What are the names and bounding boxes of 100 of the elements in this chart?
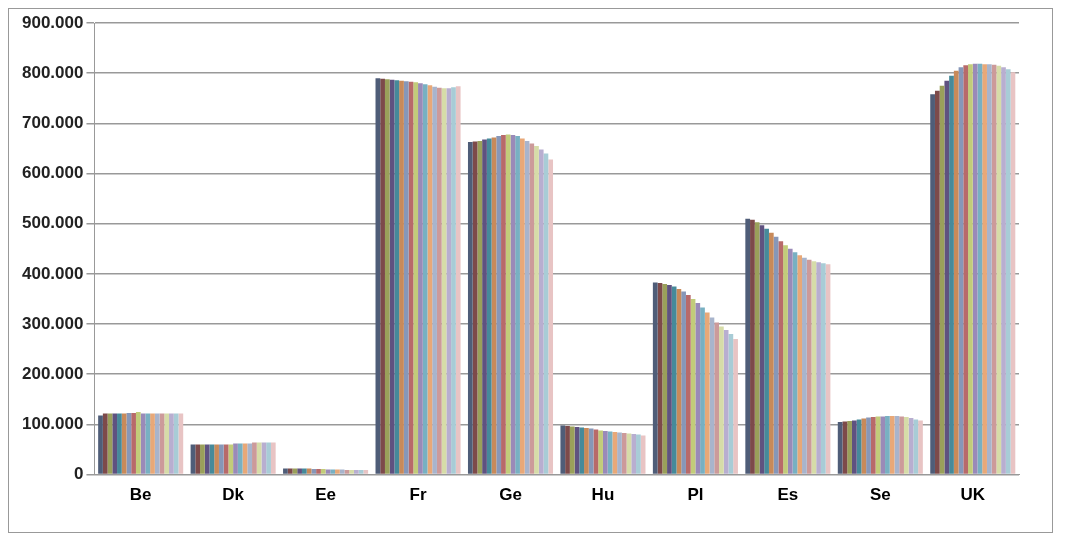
- y-tick-label: 900.000: [22, 12, 84, 32]
- bar: [579, 427, 585, 474]
- bar: [787, 248, 793, 474]
- bar: [548, 159, 554, 474]
- bar: [662, 283, 668, 474]
- bar: [569, 426, 575, 474]
- bar: [934, 90, 940, 474]
- bar: [486, 138, 492, 474]
- bar: [403, 81, 409, 474]
- bar: [851, 420, 857, 474]
- bar: [861, 418, 867, 474]
- bar: [145, 413, 151, 474]
- bar: [764, 228, 769, 474]
- bar: [311, 469, 317, 474]
- bar: [252, 442, 257, 474]
- bar: [228, 444, 234, 474]
- bar: [588, 428, 594, 474]
- y-tick-label: 200.000: [22, 363, 84, 383]
- x-tick-label: UK: [960, 485, 986, 505]
- bar: [560, 425, 566, 474]
- bar: [963, 65, 969, 474]
- bar: [944, 80, 950, 474]
- bar: [320, 469, 326, 474]
- bar: [418, 83, 423, 474]
- bar: [913, 419, 919, 474]
- bar: [380, 78, 385, 474]
- bar: [866, 417, 871, 474]
- bar: [968, 64, 973, 474]
- bar: [519, 138, 525, 474]
- x-tick-label: Hu: [591, 485, 615, 505]
- bar: [899, 416, 904, 474]
- y-tick-label: 0: [73, 464, 84, 484]
- bar: [266, 442, 271, 474]
- bar: [671, 286, 677, 474]
- bar: [816, 262, 821, 474]
- y-tick-label: 400.000: [22, 263, 84, 283]
- bar: [446, 88, 452, 474]
- bar: [636, 434, 641, 474]
- bar: [233, 443, 238, 474]
- bar: [584, 427, 589, 474]
- bar: [121, 413, 127, 474]
- bar: [565, 425, 570, 474]
- bar: [797, 255, 803, 474]
- y-tick-label: 100.000: [22, 414, 84, 434]
- bar: [297, 468, 302, 474]
- x-tick-label: Be: [129, 485, 152, 505]
- bar: [949, 75, 954, 474]
- bar: [631, 433, 637, 474]
- x-tick-label: Dk: [222, 485, 245, 505]
- bar: [330, 469, 336, 474]
- bar: [986, 64, 992, 474]
- bar: [247, 443, 253, 474]
- bar: [778, 241, 784, 474]
- bar: [270, 442, 276, 474]
- bar: [667, 284, 672, 474]
- bar: [349, 470, 354, 474]
- bar: [102, 413, 108, 474]
- bar: [612, 431, 618, 474]
- bar: [918, 420, 923, 474]
- bar: [783, 245, 788, 474]
- bar: [363, 470, 369, 474]
- bar: [1001, 67, 1006, 474]
- bar: [870, 416, 876, 474]
- bar: [218, 444, 224, 474]
- bar: [930, 94, 935, 474]
- y-tick-label: 500.000: [22, 213, 84, 233]
- bar: [427, 85, 433, 474]
- bar: [534, 145, 539, 474]
- bar: [602, 430, 608, 474]
- bar: [652, 282, 658, 474]
- bar: [477, 140, 483, 474]
- bar: [754, 222, 760, 474]
- bar: [200, 444, 205, 474]
- bar: [903, 416, 909, 474]
- bar: [894, 415, 900, 474]
- bar: [733, 339, 738, 474]
- bar: [820, 263, 826, 474]
- bar: [1005, 69, 1011, 474]
- bar: [704, 312, 710, 474]
- x-tick-label: Pl: [687, 485, 704, 505]
- bar: [413, 82, 419, 474]
- bar: [135, 411, 141, 474]
- bar: [885, 415, 890, 474]
- x-tick-label: Ee: [315, 485, 336, 505]
- bar: [802, 257, 807, 474]
- bar: [117, 413, 122, 474]
- bar: [847, 420, 852, 474]
- bar: [399, 80, 404, 474]
- bar: [164, 413, 170, 474]
- bar: [432, 86, 437, 474]
- bar: [98, 415, 103, 474]
- y-tick-label: 800.000: [22, 62, 84, 82]
- bar: [451, 87, 456, 474]
- bar: [344, 470, 350, 474]
- bar: [195, 444, 201, 474]
- bar: [714, 322, 720, 474]
- bar: [977, 63, 983, 474]
- bar: [237, 443, 243, 474]
- y-tick-label: 600.000: [22, 163, 84, 183]
- bar: [335, 469, 340, 474]
